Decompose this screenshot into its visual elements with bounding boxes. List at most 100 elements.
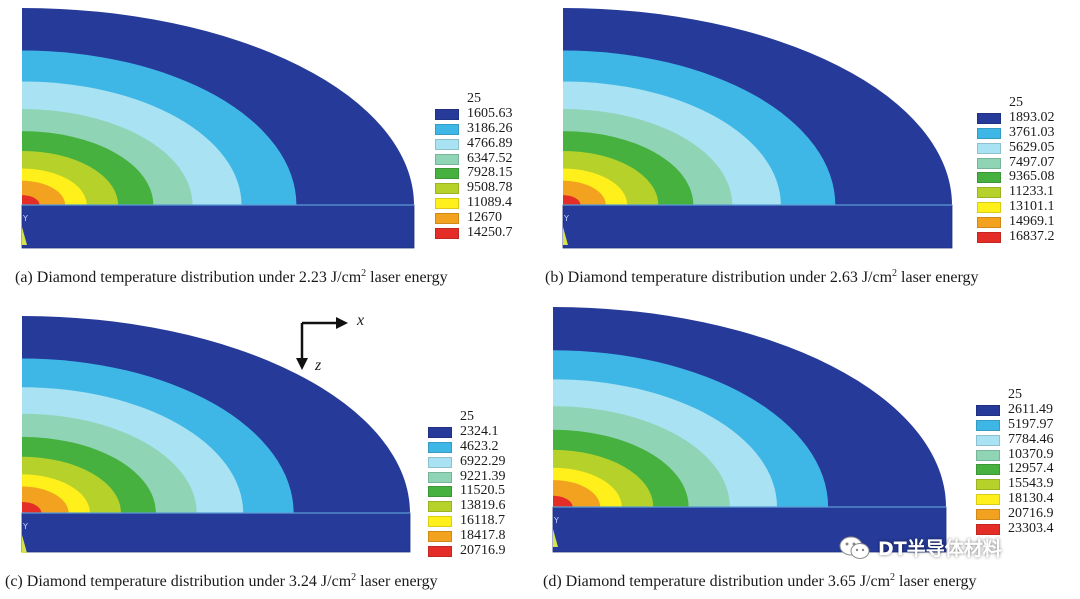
legend-swatch (428, 471, 452, 483)
substrate-slab (21, 204, 415, 249)
legend-entry: 5197.97 (976, 416, 1054, 433)
legend-value: 10370.9 (1008, 446, 1054, 462)
legend-a: 25 1605.63 3186.26 4766.89 6347.52 7928.15 950… (435, 91, 513, 241)
panel-a: Y 25 1605.63 3186.26 4766.89 6347.52 7928.15 9… (0, 0, 540, 299)
legend-value: 1893.02 (1009, 109, 1055, 125)
legend-entry: 9365.08 (977, 170, 1055, 185)
legend-swatch (976, 523, 1000, 535)
legend-swatch (428, 516, 452, 528)
legend-swatch (976, 434, 1000, 446)
legend-value: 16837.2 (1009, 229, 1055, 245)
wechat-icon (839, 536, 870, 559)
temperature-plot-a: Y (21, 8, 415, 249)
legend-swatch (977, 157, 1001, 169)
legend-swatch (428, 486, 452, 498)
legend-value: 4766.89 (467, 135, 513, 151)
legend-entry: 13819.6 (428, 498, 506, 514)
legend-value: 16118.7 (460, 513, 505, 529)
legend-swatch (977, 217, 1001, 229)
legend-entry: 20716.9 (428, 543, 506, 559)
legend-swatch (428, 545, 452, 557)
legend-swatch (435, 123, 459, 135)
legend-value: 7928.15 (467, 165, 513, 181)
legend-entry: 12957.4 (976, 462, 1054, 477)
legend-value: 7497.07 (1009, 154, 1055, 170)
legend-value: 5197.97 (1008, 416, 1054, 432)
temperature-band-9 (563, 195, 581, 205)
panel-b: Y 25 1893.02 3761.03 5629.05 7497.07 9365.08 1… (540, 0, 1080, 299)
legend-entry: 13101.1 (977, 199, 1055, 215)
legend-entry: 10370.9 (976, 446, 1054, 463)
legend-min-value: 25 (460, 409, 474, 424)
caption-d: (d) Diamond temperature distribution und… (543, 572, 977, 590)
legend-value: 3186.26 (467, 120, 513, 136)
legend-swatch (435, 138, 459, 150)
substrate-slab (562, 204, 953, 249)
legend-swatch (976, 464, 1000, 476)
triad-label: Y (22, 214, 28, 223)
legend-swatch (428, 531, 452, 543)
legend-entry: 7928.15 (435, 166, 513, 181)
legend-value: 14250.7 (467, 225, 513, 241)
legend-value: 13819.6 (460, 498, 506, 514)
legend-value: 23303.4 (1008, 521, 1054, 537)
legend-entry: 18130.4 (976, 491, 1054, 507)
triad-icon (22, 535, 27, 553)
legend-entry: 16118.7 (428, 513, 506, 529)
legend-value: 3761.03 (1009, 124, 1055, 140)
legend-value: 15543.9 (1008, 476, 1054, 492)
temperature-band-9 (553, 495, 573, 507)
x-axis-label: x (357, 312, 365, 329)
legend-value: 14969.1 (1009, 214, 1055, 230)
legend-swatch (976, 494, 1000, 506)
legend-swatch (428, 426, 452, 438)
legend-swatch (976, 449, 1000, 461)
legend-swatch (977, 127, 1001, 139)
temperature-plot-b: Y (562, 8, 953, 249)
legend-entry: 6922.29 (428, 453, 506, 470)
caption-b: (b) Diamond temperature distribution und… (545, 268, 979, 286)
substrate-slab (21, 512, 411, 553)
legend-swatch (976, 509, 1000, 521)
legend-swatch (977, 202, 1001, 214)
legend-swatch (976, 479, 1000, 491)
legend-entry: 11233.1 (977, 184, 1055, 200)
legend-entry: 16837.2 (977, 229, 1055, 245)
legend-entry: 2611.49 (976, 402, 1054, 418)
legend-value: 9508.78 (467, 180, 513, 196)
legend-value: 7784.46 (1008, 431, 1054, 447)
legend-min-value: 25 (1008, 387, 1022, 402)
legend-entry: 14969.1 (977, 214, 1055, 230)
z-axis-label: z (315, 357, 322, 374)
legend-entry: 11089.4 (435, 195, 513, 211)
legend-entry: 4623.2 (428, 438, 506, 455)
triad-label: Y (563, 214, 569, 223)
legend-swatch (435, 168, 459, 180)
legend-value: 12957.4 (1008, 461, 1054, 477)
legend-swatch (435, 183, 459, 195)
legend-value: 5629.05 (1009, 139, 1055, 155)
watermark-text: DT半导体材料 (878, 538, 1002, 560)
triad-label: Y (553, 516, 559, 525)
legend-value: 6922.29 (460, 453, 506, 469)
legend-value: 6347.52 (467, 150, 513, 166)
legend-value: 11233.1 (1009, 184, 1054, 200)
legend-value: 1605.63 (467, 105, 513, 121)
legend-value: 18130.4 (1008, 491, 1054, 507)
legend-value: 4623.2 (460, 438, 499, 454)
legend-entry: 6347.52 (435, 150, 513, 167)
legend-entry: 7497.07 (977, 154, 1055, 171)
legend-swatch (977, 172, 1001, 184)
legend-entry: 15543.9 (976, 476, 1054, 492)
legend-swatch (977, 142, 1001, 154)
legend-entry: 3761.03 (977, 124, 1055, 141)
legend-entry: 7784.46 (976, 431, 1054, 448)
legend-swatch (976, 419, 1000, 431)
legend-value: 20716.9 (460, 543, 506, 559)
triad-icon (22, 227, 27, 245)
legend-d: 25 2611.49 5197.97 7784.46 10370.9 12957.4 155… (976, 387, 1054, 537)
watermark: DT半导体材料 (838, 534, 1002, 561)
temperature-band-9 (22, 195, 40, 205)
legend-swatch (977, 187, 1001, 199)
